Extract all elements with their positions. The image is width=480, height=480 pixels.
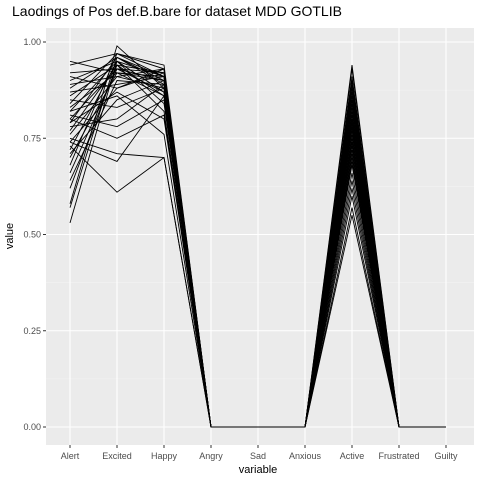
x-tick-label: Guilty: [434, 451, 458, 461]
y-axis: 0.00 0.25 0.50 0.75 1.00: [23, 37, 46, 432]
x-axis: Alert Excited Happy Angry Sad Anxious Active Fr…: [61, 445, 458, 461]
x-tick-label: Excited: [102, 451, 132, 461]
x-axis-title: variable: [239, 464, 278, 476]
y-tick-label: 1.00: [23, 37, 41, 47]
x-tick-label: Sad: [250, 451, 266, 461]
x-tick-label: Alert: [61, 451, 80, 461]
y-axis-title: value: [4, 223, 16, 249]
x-tick-label: Frustrated: [378, 451, 419, 461]
x-tick-label: Happy: [151, 451, 178, 461]
chart-title: Laodings of Pos def.B.bare for dataset M…: [12, 3, 342, 19]
plot-panel: [46, 28, 474, 445]
y-tick-label: 0.50: [23, 230, 41, 240]
y-tick-label: 0.75: [23, 133, 41, 143]
x-tick-label: Active: [340, 451, 365, 461]
y-tick-label: 0.25: [23, 326, 41, 336]
x-tick-label: Angry: [199, 451, 223, 461]
x-tick-label: Anxious: [289, 451, 322, 461]
y-tick-label: 0.00: [23, 422, 41, 432]
